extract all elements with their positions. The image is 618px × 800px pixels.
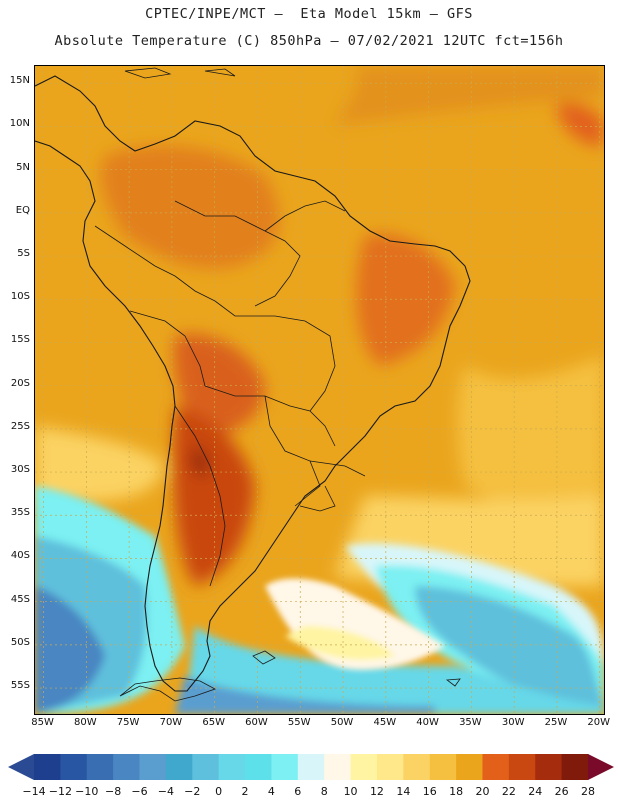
lat-label: 55S <box>10 680 30 692</box>
lat-label: 20S <box>10 377 30 389</box>
colorbar-cell <box>60 754 88 780</box>
colorbar-cell <box>376 754 404 780</box>
temperature-colorbar <box>8 754 614 780</box>
colorbar-label: 4 <box>267 785 275 798</box>
lat-label: 40S <box>10 550 30 562</box>
colorbar-over-arrow <box>588 754 614 780</box>
lon-label: 70W <box>159 717 183 728</box>
colorbar-label: 12 <box>369 785 384 798</box>
lon-label: 75W <box>116 717 140 728</box>
colorbar-label: 14 <box>396 785 411 798</box>
lat-label: 25S <box>10 420 30 432</box>
lat-label: 15S <box>10 334 30 346</box>
colorbar-label: 26 <box>554 785 569 798</box>
colorbar-label: 10 <box>343 785 358 798</box>
colorbar-cell <box>245 754 272 780</box>
lon-label: 30W <box>501 717 525 728</box>
lat-label: 35S <box>10 507 30 519</box>
colorbar-under-arrow <box>8 754 34 780</box>
colorbar-label: −4 <box>157 785 174 798</box>
coastline <box>35 75 471 692</box>
lat-label: 5N <box>16 161 30 173</box>
lat-label: 5S <box>17 248 30 260</box>
colorbar-cell <box>165 754 193 780</box>
lon-label: 20W <box>587 717 611 728</box>
country-borders <box>94 200 366 587</box>
colorbar-label: 16 <box>422 785 437 798</box>
map-canvas <box>35 66 604 714</box>
lat-label: 10N <box>9 118 30 130</box>
colorbar-cell <box>34 754 61 780</box>
lon-label: 35W <box>459 717 482 728</box>
colorbar-cell <box>192 754 220 780</box>
colorbar-cell <box>350 754 378 780</box>
colorbar-label: 2 <box>241 785 249 798</box>
colorbar-label: 22 <box>501 785 516 798</box>
colorbar-label: −12 <box>48 785 72 798</box>
lon-label: 55W <box>287 717 311 728</box>
colorbar-label: −10 <box>75 785 99 798</box>
colorbar-label: −6 <box>131 785 148 798</box>
colorbar-cell <box>561 754 589 780</box>
colorbar-cell <box>508 754 536 780</box>
lat-label: 10S <box>10 291 30 303</box>
colorbar-label: 20 <box>475 785 490 798</box>
colorbar-label: 24 <box>528 785 543 798</box>
colorbar-cell <box>482 754 510 780</box>
lon-label: 40W <box>416 717 439 728</box>
colorbar-cell <box>456 754 483 780</box>
colorbar-label: 18 <box>449 785 464 798</box>
colorbar-label: 0 <box>215 785 223 798</box>
colorbar-label: −14 <box>22 785 46 798</box>
graticule <box>35 66 604 714</box>
colorbar-label: −8 <box>105 785 122 798</box>
colorbar-cell <box>324 754 352 780</box>
lon-label: 65W <box>202 717 225 728</box>
lat-label: 50S <box>10 636 30 648</box>
lat-label: 15N <box>9 75 30 87</box>
colorbar-cell <box>86 754 114 780</box>
colorbar-cell <box>535 754 563 780</box>
lon-label: 45W <box>373 717 397 728</box>
lat-label: 30S <box>10 464 30 476</box>
lon-label: 50W <box>330 717 354 728</box>
lon-label: 25W <box>544 717 568 728</box>
islands <box>119 67 461 702</box>
colorbar-cell <box>297 754 325 780</box>
colorbar-cell <box>403 754 431 780</box>
lon-label: 60W <box>245 717 268 728</box>
colorbar-cell <box>139 754 167 780</box>
temperature-map <box>34 65 605 715</box>
colorbar-cell <box>113 754 141 780</box>
lat-label: 45S <box>10 593 30 605</box>
cold-field <box>35 486 604 714</box>
colorbar-label: 28 <box>581 785 595 798</box>
map-title: CPTEC/INPE/MCT – Eta Model 15km – GFS <box>145 6 473 22</box>
colorbar-cell <box>429 754 457 780</box>
map-subtitle: Absolute Temperature (C) 850hPa – 07/02/… <box>54 33 564 49</box>
lat-label: EQ <box>15 204 30 216</box>
colorbar-cell <box>218 754 246 780</box>
colorbar-label: 6 <box>294 785 302 798</box>
colorbar-label: −2 <box>184 785 201 798</box>
colorbar-cell <box>271 754 299 780</box>
lon-label: 85W <box>31 717 54 728</box>
colorbar-label: 8 <box>320 785 328 798</box>
lon-label: 80W <box>74 717 97 728</box>
